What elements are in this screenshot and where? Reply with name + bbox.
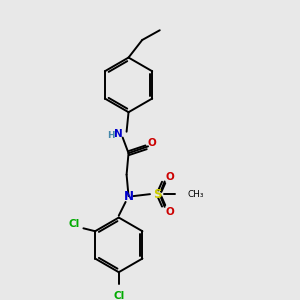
Text: N: N xyxy=(124,190,134,202)
Text: H: H xyxy=(107,131,115,140)
Text: O: O xyxy=(165,207,174,217)
Text: CH₃: CH₃ xyxy=(187,190,204,199)
Text: N: N xyxy=(114,129,123,139)
Text: O: O xyxy=(165,172,174,182)
Text: Cl: Cl xyxy=(113,291,124,300)
Text: S: S xyxy=(154,188,162,201)
Text: Cl: Cl xyxy=(68,219,79,230)
Text: O: O xyxy=(148,138,156,148)
